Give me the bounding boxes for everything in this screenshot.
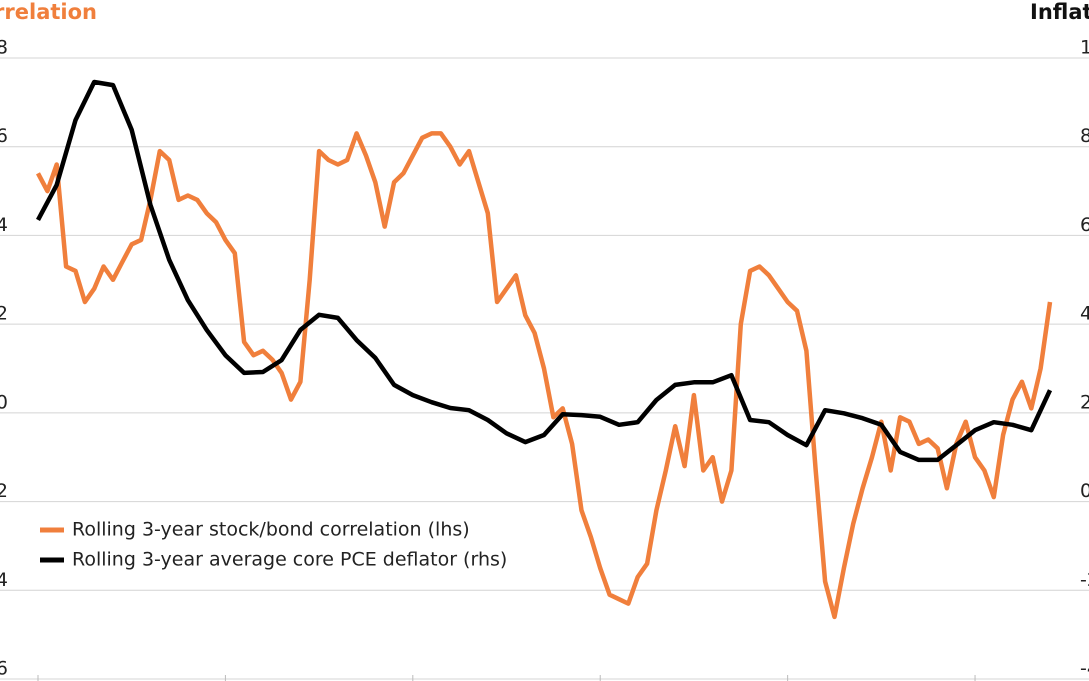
y-tick-label: 0.6 xyxy=(0,125,8,147)
y-tick-label: -0.6 xyxy=(0,658,8,680)
y-tick-label: -0.2 xyxy=(0,480,8,502)
y-tick-label: 0.4 xyxy=(0,214,8,236)
y2-tick-label: 6 xyxy=(1080,214,1089,236)
left-axis-title: Correlation xyxy=(0,0,97,24)
y2-tick-label: 0 xyxy=(1080,480,1089,502)
y2-tick-label: 4 xyxy=(1080,303,1089,325)
y2-tick-label: -4 xyxy=(1080,658,1089,680)
y2-tick-label: 2 xyxy=(1080,391,1089,413)
legend-label: Rolling 3-year average core PCE deflator… xyxy=(72,549,507,571)
y-tick-label: 0.2 xyxy=(0,303,8,325)
legend-label: Rolling 3-year stock/bond correlation (l… xyxy=(72,519,470,541)
y-tick-label: 0.8 xyxy=(0,37,8,59)
y2-tick-label: 8 xyxy=(1080,125,1089,147)
y-tick-label: -0.4 xyxy=(0,569,8,591)
y-tick-label: 0.0 xyxy=(0,391,8,413)
y2-tick-label: -2 xyxy=(1080,569,1089,591)
series-line xyxy=(36,79,1053,463)
right-axis-title: Inflation xyxy=(1030,0,1089,24)
series-line xyxy=(36,131,1053,620)
y2-tick-label: 10 xyxy=(1080,37,1089,59)
